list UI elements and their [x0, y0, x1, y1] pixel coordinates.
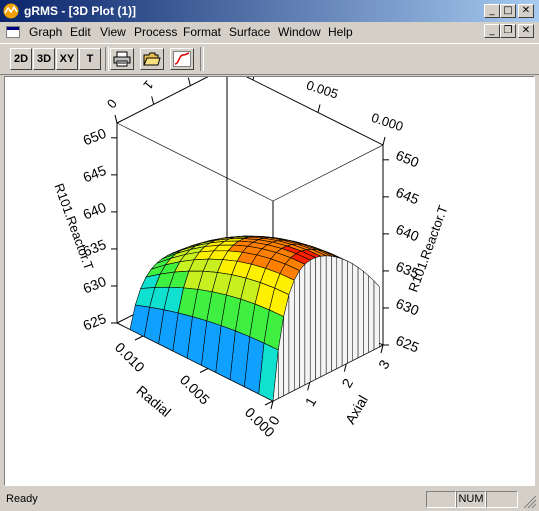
3d-plot: 0.0000.0000.0050.0050.0100.010RadialRadi… — [51, 77, 451, 440]
status-pane-num: NUM — [456, 491, 486, 508]
axis-box-edge — [272, 144, 384, 202]
radial-tick-label-top: 0.005 — [305, 77, 341, 101]
surface-wall-cell — [336, 256, 343, 369]
menu-surface[interactable]: Surface — [229, 25, 271, 39]
axial-tick-label: 3 — [375, 357, 393, 372]
z-tick-label-right: 650 — [394, 147, 422, 171]
menu-format[interactable]: Format — [183, 25, 222, 39]
axial-tick-label-top: 0 — [104, 96, 120, 111]
surface-wall-cell — [347, 260, 353, 364]
surface-wall-cell — [368, 275, 375, 353]
mdi-minimize-icon[interactable]: _ — [484, 24, 500, 38]
surface-wall-cell — [357, 266, 364, 359]
menu-edit[interactable]: Edit — [70, 25, 91, 39]
surface-wall-cell — [320, 255, 327, 378]
z-tick-label-right: 630 — [394, 295, 422, 319]
axial-tick — [307, 382, 311, 391]
toolbar-separator — [105, 47, 109, 71]
toolbar: 2D 3D XY T — [0, 43, 539, 75]
z-tick-label-left: 630 — [81, 273, 109, 297]
z-axis-label-right: R101.Reactor.T — [405, 203, 450, 294]
radial-tick — [199, 368, 209, 373]
z-tick-label-right: 640 — [394, 221, 422, 245]
2d-button[interactable]: 2D — [10, 48, 32, 70]
close-icon[interactable]: ✕ — [518, 4, 534, 18]
surface-wall-cell — [325, 255, 332, 375]
axial-tick-top — [187, 77, 191, 86]
radial-tick-label: 0.010 — [112, 339, 148, 375]
radial-tick-top — [382, 136, 386, 146]
axial-tick — [380, 344, 384, 354]
surface-wall-cell — [341, 258, 348, 367]
3d-button[interactable]: 3D — [33, 48, 55, 70]
menu-graph[interactable]: Graph — [29, 25, 63, 39]
curve-button[interactable] — [170, 48, 194, 70]
open-button[interactable] — [140, 48, 164, 70]
open-folder-icon — [143, 52, 161, 66]
surface-wall-cell — [304, 259, 311, 386]
status-text: Ready — [6, 493, 38, 505]
radial-tick — [264, 400, 274, 406]
axial-tick-top — [114, 114, 118, 124]
axial-tick-top — [151, 96, 155, 105]
z-tick-label-right: 625 — [394, 332, 422, 356]
minimize-icon[interactable]: _ — [484, 4, 500, 18]
window-title: gRMS - [3D Plot (1)] — [24, 4, 136, 18]
surface-wall-cell — [309, 257, 316, 383]
t-button[interactable]: T — [79, 48, 101, 70]
axial-tick-label: 1 — [302, 394, 320, 409]
surface-wall-cell — [315, 255, 322, 380]
axial-tick-label: 2 — [338, 375, 356, 390]
z-tick-label-left: 645 — [81, 162, 109, 186]
print-icon — [113, 51, 131, 67]
axis-box-edge — [116, 77, 209, 124]
z-tick-label-left: 640 — [81, 199, 109, 223]
z-tick-label-left: 650 — [81, 125, 109, 149]
surface-wall-cell — [288, 280, 295, 394]
resize-grip-icon[interactable] — [523, 495, 537, 509]
maximize-icon[interactable]: □ — [500, 4, 516, 18]
z-tick-label-left: 625 — [81, 310, 109, 334]
title-bar: gRMS - [3D Plot (1)] _ □ ✕ — [0, 0, 539, 22]
plot-area[interactable]: 0.0000.0000.0050.0050.0100.010RadialRadi… — [4, 76, 535, 486]
print-button[interactable] — [110, 48, 134, 70]
radial-tick-label-top: 0.000 — [370, 110, 406, 134]
status-bar: Ready NUM — [0, 489, 539, 511]
radial-tick — [134, 335, 144, 341]
xy-button[interactable]: XY — [56, 48, 78, 70]
menu-view[interactable]: View — [100, 25, 126, 39]
axial-tick — [270, 400, 274, 410]
axial-tick-label-top: 1 — [140, 77, 156, 92]
axial-tick — [343, 363, 347, 372]
document-icon[interactable] — [6, 26, 20, 38]
surface-wall-cell — [363, 270, 369, 356]
toolbar-separator — [200, 47, 204, 71]
axial-axis-label: Axial — [342, 392, 371, 426]
status-pane-caps — [426, 491, 456, 508]
curve-icon — [173, 51, 191, 67]
radial-tick-top — [252, 77, 255, 81]
radial-tick-label: 0.005 — [177, 372, 213, 408]
menu-bar: Graph Edit View Process Format Surface W… — [0, 22, 539, 42]
status-pane-scroll — [486, 491, 518, 508]
menu-window[interactable]: Window — [278, 25, 321, 39]
restore-icon[interactable]: ❐ — [500, 24, 516, 38]
surface-wall-cell — [373, 280, 380, 350]
axis-box-edge — [116, 122, 274, 202]
surface-wall-cell — [294, 270, 300, 391]
menu-help[interactable]: Help — [328, 25, 353, 39]
z-axis-label-left: R101.Reactor.T — [51, 181, 96, 272]
z-tick-label-right: 645 — [394, 184, 422, 208]
radial-tick-top — [317, 104, 321, 113]
menu-process[interactable]: Process — [134, 25, 178, 39]
surface-wall-cell — [331, 255, 338, 372]
radial-axis-label: Radial — [133, 382, 174, 420]
surface-wall-cell — [352, 263, 359, 361]
surface-group — [129, 235, 380, 402]
surface-wall-cell — [299, 263, 306, 388]
app-icon — [3, 3, 19, 19]
mdi-close-icon[interactable]: ✕ — [518, 24, 534, 38]
